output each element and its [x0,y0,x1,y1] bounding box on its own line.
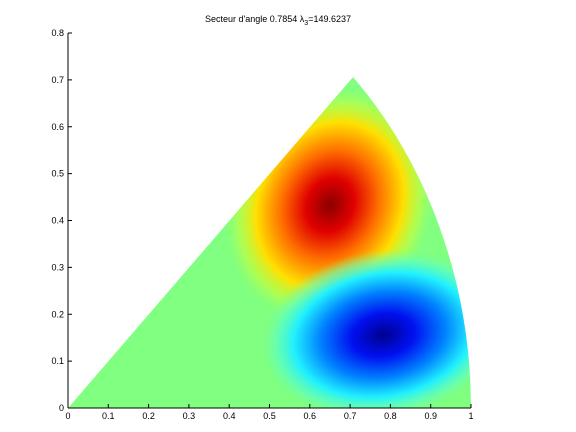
field [68,77,471,408]
x-tick-label: 0.6 [304,411,317,421]
x-tick-label: 0.8 [384,411,397,421]
x-tick-label: 0.3 [183,411,196,421]
y-tick-label: 0.6 [51,122,64,132]
chart-title: Secteur d'angle 0.7854 λ3=149.6237 [205,14,351,27]
y-tick-label: 0.2 [51,309,64,319]
y-tick-label: 0.1 [51,356,64,366]
x-tick-label: 0.7 [344,411,357,421]
y-tick-label: 0.7 [51,75,64,85]
negative-lobe [259,248,471,408]
y-tick-label: 0 [59,403,64,413]
x-tick-label: 1 [468,411,473,421]
y-tick-label: 0.3 [51,262,64,272]
x-tick-label: 0.4 [223,411,236,421]
y-tick-label: 0.4 [51,216,64,226]
x-tick-label: 0.1 [102,411,115,421]
x-tick-label: 0.2 [142,411,155,421]
y-tick-label: 0.8 [51,28,64,38]
x-tick-label: 0.9 [424,411,437,421]
x-tick-label: 0.5 [263,411,276,421]
y-tick-label: 0.5 [51,169,64,179]
x-tick-label: 0 [65,411,70,421]
